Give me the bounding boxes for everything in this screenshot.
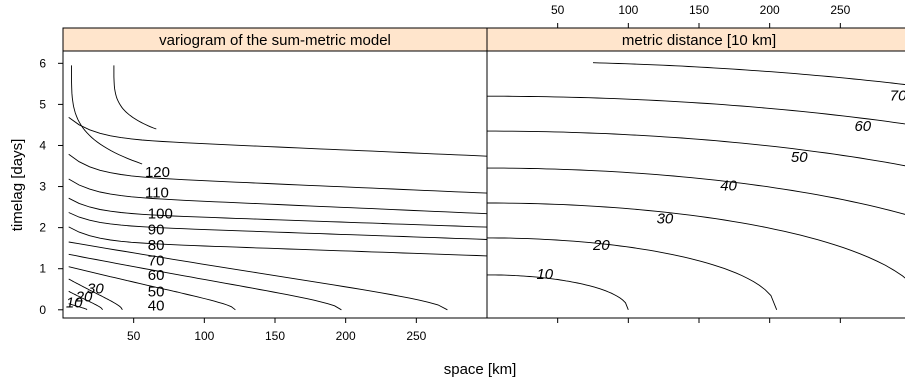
y-tick-label: 1 (39, 262, 46, 276)
contour-line-right (487, 167, 905, 215)
contour-line-left (68, 290, 103, 311)
contour-label-left: 70 (148, 252, 165, 269)
contour-label-right: 30 (657, 211, 674, 228)
y-axis: 0 1 2 3 4 5 6 (39, 56, 63, 317)
contour-line-left (68, 278, 123, 311)
contour-line-left (113, 65, 157, 130)
right-contours: 10 20 30 40 50 60 70 (487, 62, 905, 310)
contour-label-left: 100 (148, 205, 173, 222)
contour-label-right: 60 (854, 118, 871, 135)
contour-label-left: 50 (148, 283, 165, 300)
left-strip: variogram of the sum-metric model (62, 27, 488, 52)
y-tick-label: 3 (39, 180, 46, 194)
contour-line-left (68, 226, 488, 257)
x-tick-label: 100 (194, 329, 214, 343)
contour-line-left (68, 241, 448, 311)
x-top-tick-label: 100 (618, 3, 638, 17)
x-tick-label: 250 (406, 329, 426, 343)
contour-line-right (487, 130, 905, 167)
contour-line-left (68, 303, 88, 311)
contour-label-left: 10 (66, 295, 83, 312)
contour-line-left (68, 253, 342, 311)
right-strip-title: metric distance [10 km] (622, 32, 776, 49)
contour-line-left (68, 197, 488, 228)
y-tick-label: 0 (39, 303, 46, 317)
contour-line-right (487, 237, 778, 310)
x-tick-label: 150 (265, 329, 285, 343)
contour-line-right (487, 95, 905, 125)
y-tick-label: 2 (39, 221, 46, 235)
contour-label-left: 20 (75, 289, 93, 306)
y-tick-label: 5 (39, 97, 46, 111)
x-tick-label: 200 (336, 329, 356, 343)
x-top-tick-label: 50 (551, 3, 565, 17)
left-panel-frame (62, 50, 488, 319)
contour-line-right (487, 202, 905, 279)
contour-label-right: 10 (536, 266, 553, 283)
contour-line-right (487, 274, 629, 310)
contour-line-left (68, 178, 488, 215)
contour-label-left: 30 (87, 280, 104, 297)
contour-line-left (68, 153, 488, 194)
right-strip: metric distance [10 km] (486, 27, 905, 52)
contour-line-right (592, 62, 905, 85)
y-tick-label: 4 (39, 138, 46, 152)
contour-label-left: 110 (145, 185, 169, 202)
contour-label-left: 90 (148, 222, 165, 239)
contour-label-right: 70 (890, 87, 905, 104)
contour-line-left (68, 117, 488, 157)
left-strip-title: variogram of the sum-metric model (159, 32, 391, 49)
contour-label-left: 40 (148, 298, 165, 315)
x-tick-label: 50 (127, 329, 141, 343)
x-top-tick-label: 250 (830, 3, 850, 17)
x-axis-bottom: 50 100 150 200 250 (127, 318, 841, 343)
contour-label-left: 60 (148, 267, 165, 284)
contour-label-right: 20 (592, 237, 610, 254)
x-top-tick-label: 150 (689, 3, 709, 17)
contour-label-right: 50 (791, 149, 808, 166)
contour-label-left: 120 (145, 164, 170, 181)
x-axis-title: space [km] (444, 361, 517, 378)
contour-label-left: 80 (148, 237, 165, 254)
contour-line-left (68, 266, 236, 311)
contour-line-left (71, 65, 143, 165)
y-tick-label: 6 (39, 56, 46, 70)
x-top-tick-label: 200 (760, 3, 780, 17)
y-axis-title: timelag [days] (9, 139, 26, 232)
contour-label-right: 40 (720, 178, 737, 195)
x-axis-top: 50 100 150 200 250 (551, 3, 851, 28)
contour-line-left (68, 212, 488, 240)
